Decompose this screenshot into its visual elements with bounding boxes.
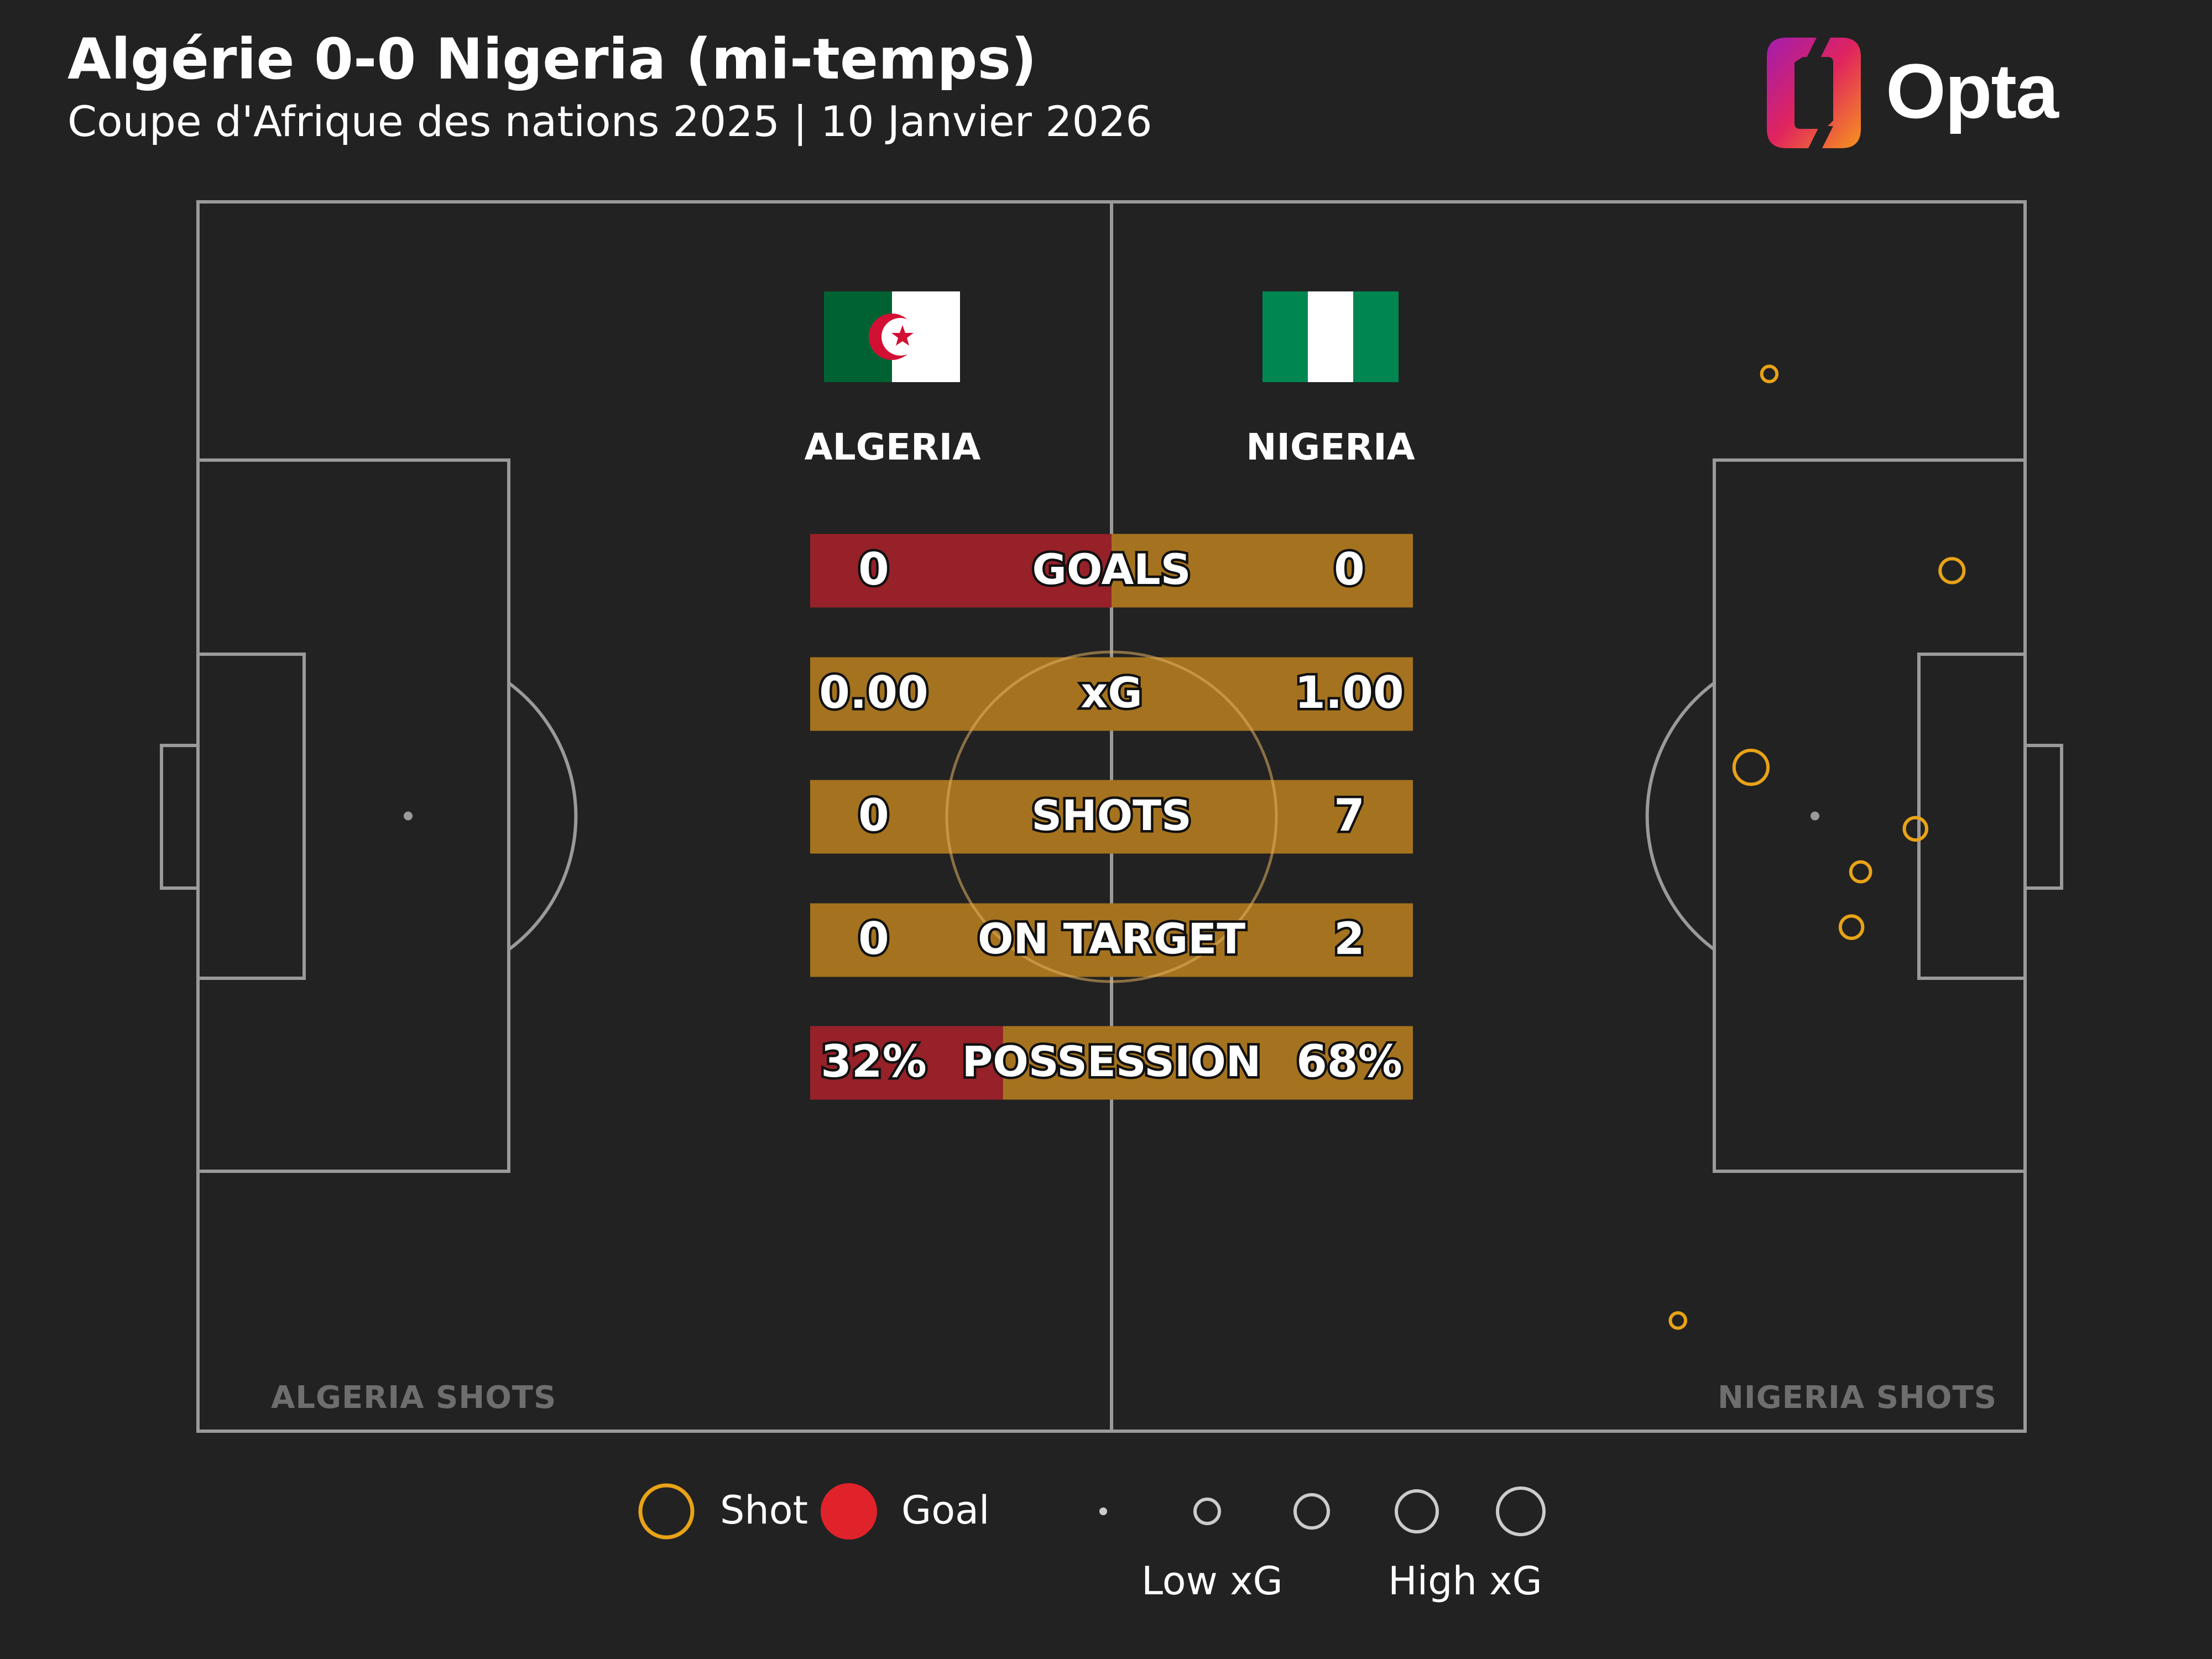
stat-home-value: 0 [856,790,892,841]
stat-bar-away [810,657,1413,731]
opta-wordmark: Opta [1886,48,2059,134]
center-circle [945,650,1278,983]
algeria-flag-icon [824,291,960,382]
right-penalty-box [1713,458,2027,1173]
stat-label: ON TARGET [975,914,1248,963]
stat-label: POSSESSION [959,1037,1264,1086]
stat-label: xG [1078,668,1145,717]
home-team-name: ALGERIA [804,426,981,468]
shot-marker [1938,557,1966,585]
legend-high-xg-label: High xG [1388,1558,1542,1604]
shot-marker [1838,914,1865,940]
legend-xg-size-icon [1193,1498,1221,1525]
left-goal [160,744,200,890]
algeria-flag-star [891,325,914,346]
stat-bar-home [810,1026,1003,1100]
page-subtitle: Coupe d'Afrique des nations 2025 | 10 Ja… [67,97,1152,146]
legend-low-xg-label: Low xG [1141,1558,1283,1604]
left-penalty-spot [404,811,413,821]
stat-bar-home [810,534,1112,608]
left-penalty-box [196,458,510,1173]
legend-xg-size-icon [1395,1489,1439,1533]
center-circle-overlay [945,650,1278,983]
legend-marks [638,1483,1546,1540]
shot-marker [1760,364,1779,384]
stat-home-value: 0 [856,544,892,595]
right-goal [2023,744,2063,890]
away-team-name: NIGERIA [1246,426,1415,468]
shot-marker [1668,1311,1688,1330]
opta-logo-icon [1767,38,1861,148]
stat-away-value: 7 [1332,790,1368,841]
stat-away-value: 1.00 [1292,667,1406,718]
left-penalty-arc [508,681,578,951]
nigeria-flag-left-green [1262,291,1308,382]
nigeria-flag-right-green [1353,291,1399,382]
stat-bar-away [810,903,1413,977]
home-shots-label: ALGERIA SHOTS [271,1380,557,1416]
right-six-yard-box [1917,653,2027,980]
away-shots-label: NIGERIA SHOTS [1718,1380,1997,1416]
legend-shot-icon [638,1483,695,1540]
page-title: Algérie 0-0 Nigeria (mi-temps) [67,27,1037,92]
stat-away-value: 68% [1294,1036,1405,1087]
left-six-yard-box [196,653,306,980]
stat-bars [810,534,1413,1100]
legend-xg-size-icon [1496,1486,1546,1536]
nigeria-flag-icon [1262,291,1399,382]
nigeria-flag-white [1308,291,1353,382]
stat-away-value: 2 [1332,913,1368,964]
stat-home-value: 0 [856,913,892,964]
legend-shot-label: Shot [720,1488,808,1533]
legend-xg-size-icon [1099,1507,1107,1515]
legend-xg-size-icon [1293,1493,1330,1530]
stat-away-value: 0 [1332,544,1368,595]
legend-goal-icon [821,1483,877,1540]
legend-goal-label: Goal [901,1488,990,1533]
right-penalty-arc [1645,681,1715,951]
pitch-lines [160,200,2063,1433]
shot-marker [1849,860,1872,884]
stat-label: SHOTS [1029,791,1194,840]
stat-home-value: 0.00 [817,667,931,718]
stat-label: GOALS [1030,545,1193,594]
shot-marker [1902,816,1928,842]
shot-markers [1668,364,1966,1330]
stat-bar-away [810,780,1413,854]
stat-home-value: 32% [818,1036,929,1087]
shot-marker [1732,748,1770,786]
team-flags [824,291,1399,382]
right-penalty-spot [1811,811,1819,821]
